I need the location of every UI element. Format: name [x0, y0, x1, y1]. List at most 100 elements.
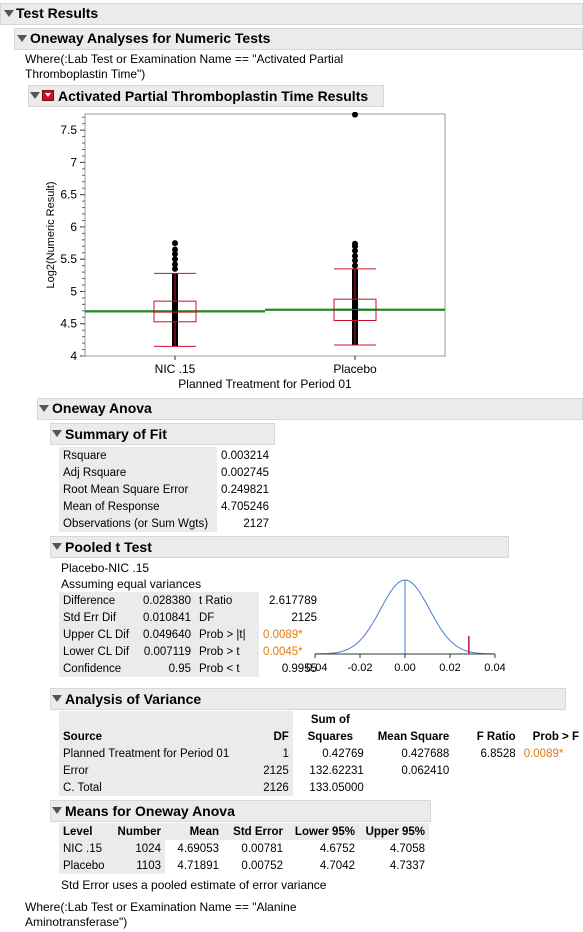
- column-header: [453, 711, 519, 728]
- t-value: 0.010841: [137, 609, 195, 626]
- means-title: Means for Oneway Anova: [65, 803, 235, 819]
- table-row: Rsquare 0.003214: [59, 447, 273, 464]
- x-axis-label: Planned Treatment for Period 01: [178, 377, 352, 391]
- table-row: Planned Treatment for Period 01 1 0.42769 0…: [59, 745, 583, 762]
- y-tick-label: 7: [70, 155, 77, 169]
- t-stat-label: Prob > t: [195, 643, 259, 660]
- oneway-chart[interactable]: 4 4.5 5 5.5 6 6.5 7 7.5 Log2(Numeric Result) NIC …: [40, 112, 460, 392]
- collapse-triangle-icon[interactable]: [39, 405, 49, 412]
- means-cell: 1024: [109, 840, 165, 857]
- table-row: C. Total 2126 133.05000: [59, 779, 583, 796]
- anova-cell: 2126: [236, 779, 293, 796]
- outlier-point: [352, 112, 358, 118]
- anova-cell: 0.062410: [401, 764, 450, 777]
- column-header: Source: [59, 728, 237, 745]
- anova-cell: [520, 779, 583, 796]
- t-stat-label: DF: [195, 609, 259, 626]
- summary-of-fit-title: Summary of Fit: [65, 426, 167, 442]
- t-test-assumption: Assuming equal variances: [61, 577, 202, 591]
- collapse-triangle-icon[interactable]: [4, 10, 14, 17]
- x-tick-label: 0.04: [484, 662, 505, 674]
- x-tick-label: NIC .15: [155, 362, 196, 376]
- outlier-point: [172, 251, 178, 258]
- anova-cell: 0.42769: [322, 747, 364, 760]
- y-tick-label: 6: [70, 220, 77, 234]
- fit-label: Mean of Response: [59, 498, 217, 515]
- fit-value: 2127: [243, 517, 269, 530]
- column-header: Std Error: [223, 823, 287, 840]
- anova-cell: [453, 762, 519, 779]
- means-table: Level Number Mean Std Error Lower 95% Upper 9…: [59, 823, 429, 874]
- anova-cell: 0.0089*: [523, 747, 564, 760]
- means-cell: 4.69053: [177, 842, 219, 855]
- y-tick-label: 4: [70, 349, 77, 363]
- pooled-t-table: Difference 0.028380 t Ratio 2.617789 Std Err…: [59, 592, 321, 677]
- outlier-point: [352, 252, 358, 259]
- means-cell: 1103: [109, 857, 165, 874]
- fit-label: Rsquare: [59, 447, 217, 464]
- analysis-of-variance-header[interactable]: [50, 688, 566, 710]
- anova-cell: 132.62231: [309, 764, 364, 777]
- fit-value: 0.003214: [221, 449, 269, 462]
- anova-cell: C. Total: [59, 779, 237, 796]
- column-header: [236, 711, 293, 728]
- collapse-triangle-icon[interactable]: [17, 35, 27, 42]
- anova-cell: [368, 779, 454, 796]
- column-header: [520, 711, 583, 728]
- where-clause-2-line-2: Aminotransferase"): [25, 915, 128, 929]
- t-label: Lower CL Dif: [59, 643, 137, 660]
- fit-value: 0.249821: [221, 483, 269, 496]
- results-title: Activated Partial Thromboplastin Time Re…: [58, 88, 369, 104]
- t-label: Std Err Dif: [59, 609, 137, 626]
- column-header: Squares: [307, 730, 354, 743]
- menu-arrow-icon: [45, 93, 51, 97]
- table-row: Confidence 0.95 Prob < t 0.9955: [59, 660, 321, 677]
- means-cell: 4.7058: [389, 842, 425, 855]
- summary-of-fit-header[interactable]: [50, 423, 275, 445]
- collapse-triangle-icon[interactable]: [52, 695, 62, 702]
- table-row: Root Mean Square Error 0.249821: [59, 481, 273, 498]
- anova-cell: Planned Treatment for Period 01: [59, 745, 237, 762]
- anova-cell: 2125: [236, 762, 293, 779]
- results-header[interactable]: [28, 85, 384, 107]
- column-header: Prob > F: [532, 730, 579, 743]
- anova-table: Sum of Source DF Squares Mean Square F Ratio P…: [59, 711, 583, 796]
- fit-label: Root Mean Square Error: [59, 481, 217, 498]
- anova-cell: [453, 779, 519, 796]
- means-cell: Placebo: [59, 857, 109, 874]
- column-header: Mean Square: [377, 730, 450, 743]
- column-header: [368, 711, 454, 728]
- outlier-point: [352, 240, 358, 247]
- box-placebo: [333, 112, 377, 346]
- t-value: 0.007119: [137, 643, 195, 660]
- outlier-point: [172, 265, 178, 272]
- t-value: 0.028380: [137, 592, 195, 609]
- plot-frame: [84, 113, 446, 357]
- table-row: Placebo 1103 4.71891 0.00752 4.7042 4.7337: [59, 857, 429, 874]
- collapse-triangle-icon[interactable]: [52, 543, 62, 550]
- collapse-triangle-icon[interactable]: [30, 92, 40, 99]
- means-header[interactable]: [50, 800, 431, 822]
- outlier-point: [172, 256, 178, 263]
- anova-cell: [520, 762, 583, 779]
- outlier-point: [172, 240, 178, 247]
- analysis-of-variance-title: Analysis of Variance: [65, 691, 202, 707]
- table-row: Sum of: [59, 711, 583, 728]
- column-header: Upper 95%: [359, 823, 429, 840]
- collapse-triangle-icon[interactable]: [52, 430, 62, 437]
- table-row: Source DF Squares Mean Square F Ratio Prob > …: [59, 728, 583, 745]
- table-row: Upper CL Dif 0.049640 Prob > |t| 0.0089*: [59, 626, 321, 643]
- t-label: Upper CL Dif: [59, 626, 137, 643]
- where-clause-line-2: Thromboplastin Time"): [25, 67, 146, 81]
- table-row: Adj Rsquare 0.002745: [59, 464, 273, 481]
- table-row: Lower CL Dif 0.007119 Prob > t 0.0045*: [59, 643, 321, 660]
- anova-cell: Error: [59, 762, 237, 779]
- anova-cell: 6.8528: [480, 747, 516, 760]
- outlier-point: [172, 246, 178, 253]
- pooled-t-test-header[interactable]: [50, 536, 509, 558]
- table-row: Observations (or Sum Wgts) 2127: [59, 515, 273, 532]
- column-header: Sum of: [310, 713, 350, 726]
- x-tick-label: -0.02: [347, 662, 372, 674]
- collapse-triangle-icon[interactable]: [52, 807, 62, 814]
- means-cell: 4.7042: [319, 859, 355, 872]
